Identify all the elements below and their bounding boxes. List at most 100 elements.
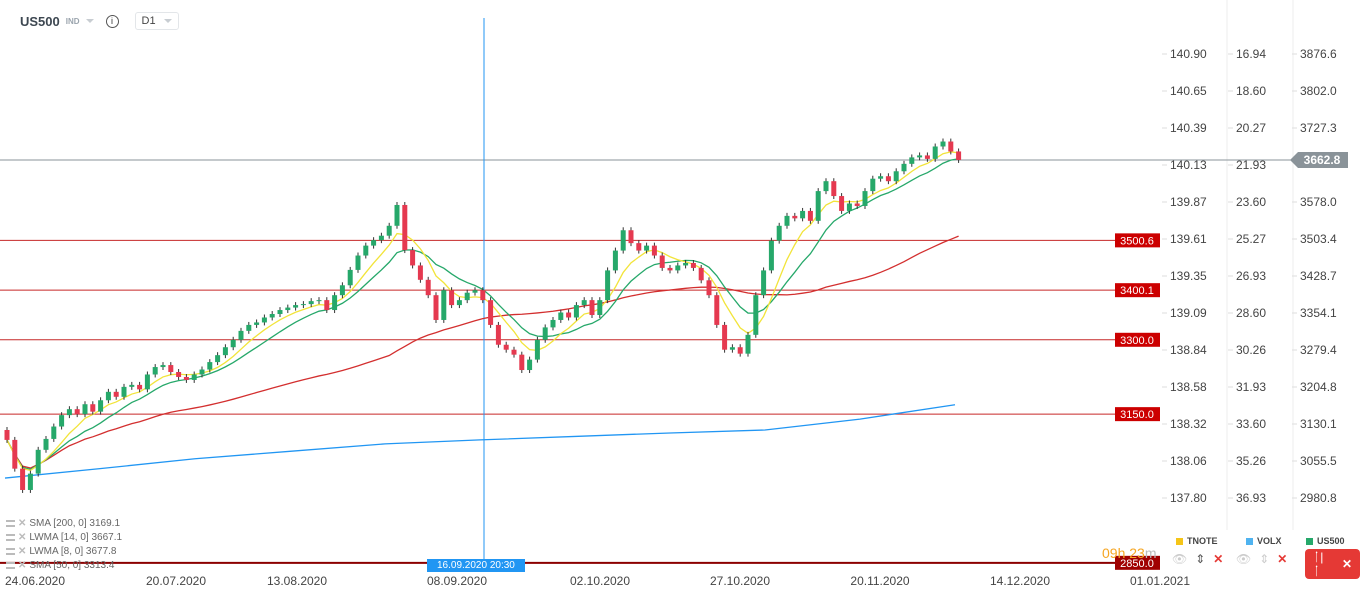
date-tick-label: 20.07.2020 bbox=[146, 574, 206, 588]
axis-tick-label: 3055.5 bbox=[1300, 454, 1337, 468]
candle-body bbox=[449, 290, 455, 306]
candle-body bbox=[667, 267, 673, 271]
candle-body bbox=[784, 215, 790, 226]
settings-icon[interactable] bbox=[6, 548, 15, 555]
axis-tick-label: 139.09 bbox=[1170, 306, 1207, 320]
legend-label: TNOTE bbox=[1187, 536, 1218, 546]
candle-body bbox=[776, 225, 782, 241]
candle-body bbox=[573, 305, 579, 318]
axis-tick-label: 140.90 bbox=[1170, 47, 1207, 61]
candle-body bbox=[238, 330, 244, 340]
candle-body bbox=[800, 210, 806, 219]
info-icon[interactable]: i bbox=[105, 14, 119, 28]
candle-body bbox=[862, 191, 868, 206]
indicator-lwma14[interactable]: ✕ LWMA [14, 0] 3667.1 bbox=[6, 532, 122, 543]
candle-body bbox=[815, 191, 821, 221]
indicator-lwma8[interactable]: ✕ LWMA [8, 0] 3677.8 bbox=[6, 546, 116, 557]
candlestick-icon[interactable]: ᛙ|ᛙ bbox=[1313, 550, 1324, 578]
axis-tick-label: 30.26 bbox=[1236, 343, 1266, 357]
axis-tick-label: 16.94 bbox=[1236, 47, 1266, 61]
close-icon[interactable]: ✕ bbox=[18, 532, 27, 543]
candle-body bbox=[410, 250, 416, 266]
candle-body bbox=[690, 262, 696, 268]
current-price-label: 3662.8 bbox=[1304, 153, 1341, 167]
candle-body bbox=[628, 230, 634, 244]
eye-icon[interactable]: 👁 bbox=[1172, 552, 1188, 566]
candle-body bbox=[846, 203, 852, 211]
candle-body bbox=[20, 468, 26, 490]
candle-body bbox=[152, 367, 158, 375]
axis-tick-label: 138.58 bbox=[1170, 380, 1207, 394]
close-icon[interactable]: ✕ bbox=[1277, 552, 1288, 566]
candle-body bbox=[729, 347, 735, 350]
timer-suffix: m bbox=[1144, 545, 1157, 561]
candle-body bbox=[168, 365, 174, 373]
axis-tick-label: 3130.1 bbox=[1300, 417, 1337, 431]
candle-body bbox=[722, 324, 728, 350]
candle-body bbox=[456, 300, 462, 306]
candle-body bbox=[659, 255, 665, 268]
candle-body bbox=[324, 300, 330, 311]
axis-tick-label: 3428.7 bbox=[1300, 269, 1337, 283]
candle-body bbox=[605, 270, 611, 301]
close-icon[interactable]: ✕ bbox=[18, 560, 27, 571]
eye-icon[interactable]: 👁 bbox=[1236, 552, 1252, 566]
candle-body bbox=[129, 384, 135, 387]
axis-tick-label: 138.32 bbox=[1170, 417, 1207, 431]
candle-body bbox=[503, 344, 509, 350]
candle-body bbox=[144, 374, 150, 390]
indicator-sma200[interactable]: ✕ SMA [200, 0] 3169.1 bbox=[6, 518, 120, 529]
candle-body bbox=[948, 141, 954, 152]
color-swatch bbox=[1176, 537, 1183, 545]
close-icon[interactable]: ✕ bbox=[1213, 552, 1224, 566]
axis-tick-label: 140.13 bbox=[1170, 158, 1207, 172]
candle-body bbox=[394, 204, 400, 226]
level-price-tag bbox=[1115, 283, 1160, 298]
timeframe-value: D1 bbox=[141, 15, 156, 27]
candle-body bbox=[823, 181, 829, 192]
close-icon[interactable]: ✕ bbox=[18, 518, 27, 529]
axis-tick-label: 3802.0 bbox=[1300, 84, 1337, 98]
level-price-label: 3150.0 bbox=[1120, 409, 1154, 421]
candle-body bbox=[425, 279, 431, 296]
settings-icon[interactable] bbox=[6, 562, 15, 569]
axis-tick-label: 21.93 bbox=[1236, 158, 1266, 172]
candle-body bbox=[940, 141, 946, 147]
axis-tick-label: 3354.1 bbox=[1300, 306, 1337, 320]
axis-tick-label: 3876.6 bbox=[1300, 47, 1337, 61]
symbol-name[interactable]: US500 bbox=[20, 13, 60, 29]
settings-icon[interactable] bbox=[6, 534, 15, 541]
indicator-sma50[interactable]: ✕ SMA [50, 0] 3313.4 bbox=[6, 560, 114, 571]
sort-icon[interactable]: ⇕ bbox=[1195, 552, 1206, 566]
sort-icon[interactable]: ⇕ bbox=[1259, 552, 1270, 566]
candle-body bbox=[98, 400, 104, 412]
candle-body bbox=[43, 438, 49, 450]
indicator-label: SMA [50, 0] 3313.4 bbox=[29, 560, 115, 571]
instrument-type: IND bbox=[65, 16, 80, 26]
level-price-label: 3400.1 bbox=[1120, 285, 1154, 297]
candle-body bbox=[230, 339, 236, 348]
candle-body bbox=[285, 307, 291, 311]
candle-body bbox=[761, 270, 767, 296]
timeframe-select[interactable]: D1 bbox=[134, 12, 179, 30]
close-icon[interactable]: ✕ bbox=[1341, 557, 1352, 571]
candle-body bbox=[636, 243, 642, 251]
level-price-label: 3500.6 bbox=[1120, 235, 1154, 247]
chevron-down-icon bbox=[163, 19, 172, 23]
candle-body bbox=[300, 304, 306, 306]
candle-body bbox=[807, 210, 813, 221]
candle-body bbox=[839, 196, 845, 211]
candle-body bbox=[519, 354, 525, 371]
level-price-tag bbox=[1115, 233, 1160, 248]
chevron-down-icon[interactable] bbox=[85, 19, 94, 23]
candle-body bbox=[371, 240, 377, 246]
candle-body bbox=[121, 386, 127, 397]
candle-body bbox=[277, 310, 283, 315]
candle-body bbox=[745, 334, 751, 354]
close-icon[interactable]: ✕ bbox=[18, 546, 27, 557]
candle-body bbox=[792, 215, 798, 219]
candle-body bbox=[550, 319, 556, 328]
settings-icon[interactable] bbox=[6, 520, 15, 527]
candle-body bbox=[511, 349, 517, 355]
